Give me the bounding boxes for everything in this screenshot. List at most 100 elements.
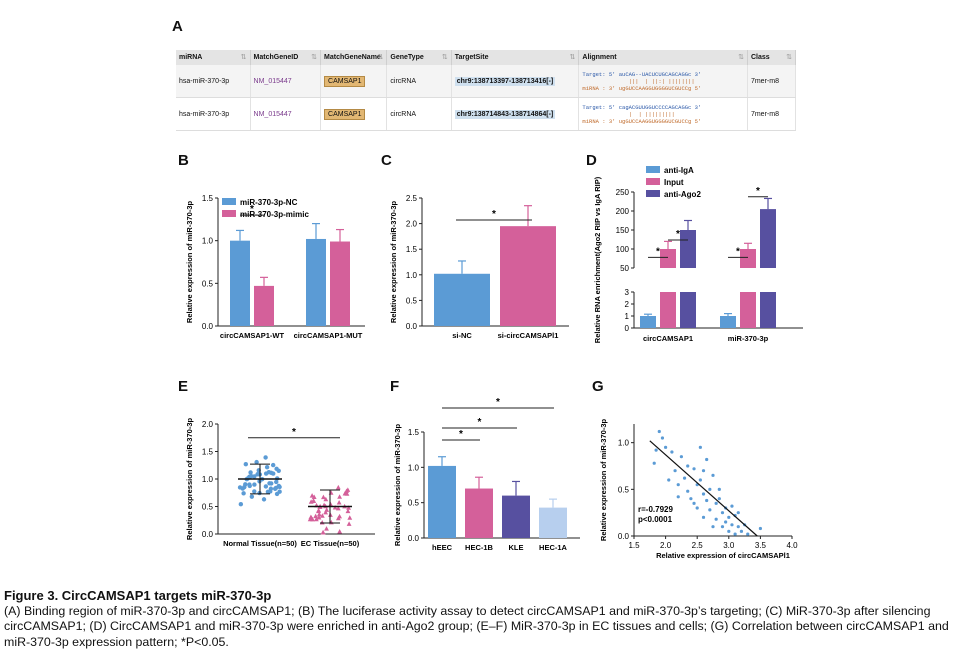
data-point (270, 462, 276, 468)
col-header-gene-name[interactable]: MatchGeneName ⇅ (320, 50, 388, 65)
data-point (243, 462, 249, 467)
data-point (673, 469, 677, 473)
sort-icon[interactable]: ⇅ (786, 54, 792, 61)
bar (680, 230, 696, 268)
data-point (268, 489, 273, 494)
data-point (698, 478, 702, 482)
data-point (670, 450, 674, 454)
target-site-tag: chr9:138713397-138713416[-] (454, 76, 556, 86)
legend-swatch (222, 198, 236, 205)
data-point (698, 445, 702, 449)
x-tick-label: si-circCAMSAPl1 (498, 331, 559, 340)
alignment-mirna: miRNA : 3' ugGUCCAAGGUGGGGUCGUCCg 5' (582, 84, 702, 92)
col-header-target-site[interactable]: TargetSite ⇅ (451, 50, 580, 65)
data-point (309, 493, 315, 498)
data-point (705, 457, 709, 462)
data-point (676, 483, 680, 487)
y-tick-label: 200 (616, 207, 630, 216)
table-row: hsa-miR-370-3p NM_015447 CAMSAP1 circRNA… (176, 97, 797, 131)
data-point (692, 467, 696, 471)
data-point (249, 494, 255, 499)
data-point (248, 470, 253, 475)
x-tick-label: HEC-1A (539, 543, 568, 552)
panel-letter-e: E (178, 378, 189, 395)
panel-letter-a: A (172, 18, 183, 35)
data-point (335, 484, 341, 490)
data-point (664, 445, 668, 449)
data-point (332, 505, 338, 510)
data-point (676, 495, 680, 499)
bar (680, 292, 696, 328)
alignment-cell: Target: 5' cagACGUUGGUCCCCAGCAGGc 3' | |… (578, 97, 748, 131)
sort-icon[interactable]: ⇅ (738, 54, 744, 61)
x-tick-label: 4.0 (786, 541, 798, 550)
data-point (321, 494, 326, 500)
data-point (319, 520, 325, 525)
sort-icon[interactable]: ⇅ (240, 54, 247, 61)
data-point (667, 478, 671, 482)
data-point (652, 461, 656, 465)
data-point (720, 525, 725, 529)
bar (660, 292, 676, 328)
y-tick-label: 0.0 (202, 530, 214, 539)
data-point (320, 530, 326, 535)
y-tick-label: 0.5 (406, 296, 418, 305)
significance-mark: * (676, 229, 680, 240)
data-point (705, 498, 709, 503)
sort-icon[interactable]: ⇅ (311, 54, 318, 61)
binding-table: miRNA ⇅ MatchGeneID ⇅ MatchGeneName ⇅ GeneT… (176, 50, 797, 131)
data-point (310, 516, 315, 522)
sort-icon[interactable]: ⇅ (377, 54, 384, 61)
y-tick-label: 2.5 (406, 194, 418, 203)
cell-class: 7mer-m8 (747, 97, 797, 131)
data-point (739, 529, 744, 533)
col-header-class[interactable]: Class ⇅ (747, 50, 797, 65)
data-point (344, 488, 349, 494)
panel-letter-f: F (390, 378, 400, 395)
significance-mark: * (492, 209, 496, 220)
significance-mark: * (250, 204, 254, 215)
significance-mark: * (478, 417, 482, 428)
significance-mark: * (736, 246, 740, 257)
caption-title: Figure 3. CircCAMSAP1 targets miR-370-3p (4, 588, 272, 603)
x-tick-label: 2.5 (692, 541, 704, 550)
data-point (254, 459, 259, 465)
x-axis-label: Relative expression of circCAMSAPl1 (656, 551, 790, 560)
gene-name-tag: CAMSAP1 (324, 75, 366, 87)
y-tick-label: 1.0 (202, 475, 214, 484)
y-tick-label: 0.0 (202, 322, 214, 331)
col-header-mirna[interactable]: miRNA ⇅ (176, 50, 251, 65)
gene-id-link[interactable]: NM_015447 (253, 110, 292, 118)
data-point (708, 508, 712, 512)
figure-caption: Figure 3. CircCAMSAP1 targets miR-370-3p… (4, 588, 972, 650)
data-point (342, 490, 348, 496)
legend-label: miR-370-3p-NC (240, 198, 298, 207)
bar (230, 240, 250, 326)
col-header-gene-id[interactable]: MatchGeneID ⇅ (250, 50, 322, 65)
y-tick-label: 250 (616, 188, 630, 197)
cell-mirna: hsa-miR-370-3p (176, 65, 251, 98)
y-axis-label: Relative expression of miR-370-3p (389, 201, 398, 324)
data-point (730, 523, 734, 527)
bar (640, 316, 656, 328)
bar (428, 465, 456, 538)
sort-icon[interactable]: ⇅ (441, 54, 448, 61)
x-tick-label: circCAMSAP1-MUT (294, 331, 363, 340)
sort-icon[interactable]: ⇅ (569, 54, 576, 61)
data-point (319, 513, 325, 518)
data-point (323, 509, 329, 515)
significance-mark: * (656, 246, 660, 257)
col-header-alignment[interactable]: Alignment ⇅ (578, 50, 748, 65)
data-point (323, 496, 329, 502)
x-tick-label: 2.0 (660, 541, 672, 550)
col-header-gene-type[interactable]: GeneType ⇅ (386, 50, 452, 65)
x-tick-label: circCAMSAP1-WT (220, 331, 285, 340)
bar (306, 238, 326, 326)
gene-id-link[interactable]: NM_015447 (253, 77, 292, 85)
data-point (337, 494, 342, 499)
data-point (347, 515, 353, 520)
data-point (316, 507, 322, 513)
panel-letter-d: D (586, 152, 597, 169)
data-point (689, 497, 693, 501)
